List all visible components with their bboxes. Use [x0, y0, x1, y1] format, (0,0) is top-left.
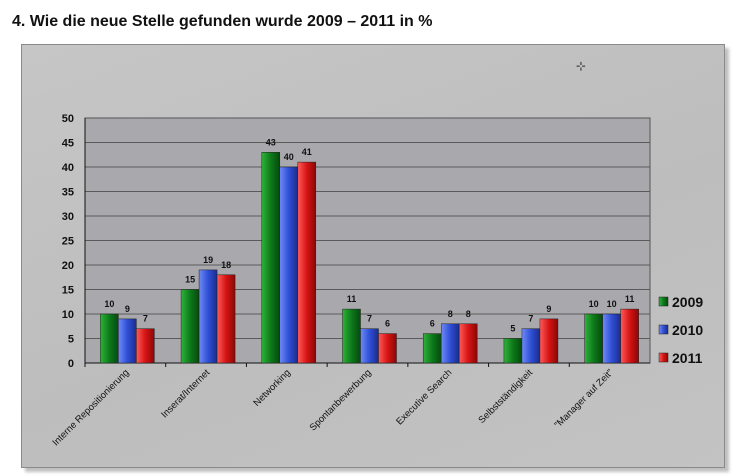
legend-label: 2009 [672, 294, 703, 310]
data-label: 10 [607, 299, 617, 309]
data-label: 5 [510, 324, 515, 334]
legend-swatch [658, 324, 669, 335]
legend-swatch [658, 352, 669, 363]
data-label: 6 [430, 319, 435, 329]
data-label: 41 [302, 147, 312, 157]
x-category-label: Spontanbewerbung [308, 367, 374, 433]
legend-label: 2010 [672, 322, 703, 338]
data-label: 9 [546, 304, 551, 314]
y-tick-label: 20 [62, 260, 74, 272]
data-label: 8 [466, 309, 471, 319]
bar-2011 [458, 323, 478, 364]
data-label: 10 [589, 299, 599, 309]
data-label: 15 [185, 275, 195, 285]
bar-2010 [198, 269, 218, 364]
bar-2011 [620, 308, 639, 364]
x-category-label: Networking [252, 367, 293, 408]
data-label: 43 [266, 137, 276, 147]
legend-item-2011: 2011 [658, 350, 703, 366]
y-tick-label: 15 [62, 285, 74, 297]
y-tick-label: 45 [62, 138, 74, 150]
bar-2011 [216, 274, 236, 364]
page-title: 4. Wie die neue Stelle gefunden wurde 20… [12, 13, 433, 30]
y-axis-ticks: 0 5 10 15 20 25 30 35 40 45 50 [62, 113, 74, 370]
bar-2009 [503, 338, 523, 364]
legend-item-2009: 2009 [658, 294, 703, 310]
x-category-label: Executive Search [394, 367, 454, 427]
data-label: 7 [528, 314, 533, 324]
crosshair-cursor-icon: ⊹ [576, 59, 587, 73]
y-tick-label: 0 [68, 358, 74, 370]
x-category-label: Selbstständigkeit [476, 367, 535, 426]
data-label: 18 [221, 260, 231, 270]
bar-2011 [539, 318, 559, 364]
y-tick-label: 35 [62, 187, 74, 199]
bar-2009 [422, 333, 442, 364]
bar-2011 [136, 328, 155, 364]
data-label: 8 [448, 309, 453, 319]
y-tick-label: 10 [62, 309, 74, 321]
bar-2009 [261, 152, 281, 364]
data-label: 11 [347, 294, 357, 304]
bar-2010 [279, 166, 299, 364]
bar-2009 [100, 313, 119, 364]
bar-2010 [602, 313, 621, 364]
x-category-label: Inserat/Internet [159, 367, 212, 420]
bar-2009 [584, 313, 603, 364]
data-labels: 10 9 7 15 19 18 43 40 41 11 7 6 6 8 8 5 7 9 10 10 11 [104, 137, 634, 333]
x-category-label: "Manager auf Zeit" [552, 367, 615, 430]
data-label: 7 [367, 314, 372, 324]
y-tick-label: 30 [62, 211, 74, 223]
bar-2009 [180, 289, 200, 364]
x-category-label: Interne Repositionierung [51, 367, 132, 448]
bar-2010 [440, 323, 460, 364]
bar-2009 [342, 308, 361, 364]
data-label: 7 [143, 314, 148, 324]
legend: 2009 2010 2011 [658, 294, 703, 366]
legend-swatch [658, 296, 669, 307]
bar-2010 [521, 328, 541, 364]
bars [100, 152, 639, 364]
data-label: 40 [284, 152, 294, 162]
bar-2011 [378, 333, 397, 364]
y-tick-label: 25 [62, 236, 74, 248]
bar-2010 [360, 328, 379, 364]
data-label: 9 [125, 304, 130, 314]
legend-item-2010: 2010 [658, 322, 703, 338]
legend-label: 2011 [672, 350, 703, 366]
x-axis-labels: Interne Repositionierung Inserat/Internet… [51, 367, 616, 448]
y-tick-label: 5 [68, 334, 74, 346]
bar-2011 [297, 161, 317, 364]
y-tick-label: 40 [62, 162, 74, 174]
data-label: 6 [385, 319, 390, 329]
data-label: 11 [625, 294, 635, 304]
data-label: 10 [104, 299, 114, 309]
data-label: 19 [203, 255, 213, 265]
y-tick-label: 50 [62, 113, 74, 125]
bar-2010 [118, 318, 137, 364]
